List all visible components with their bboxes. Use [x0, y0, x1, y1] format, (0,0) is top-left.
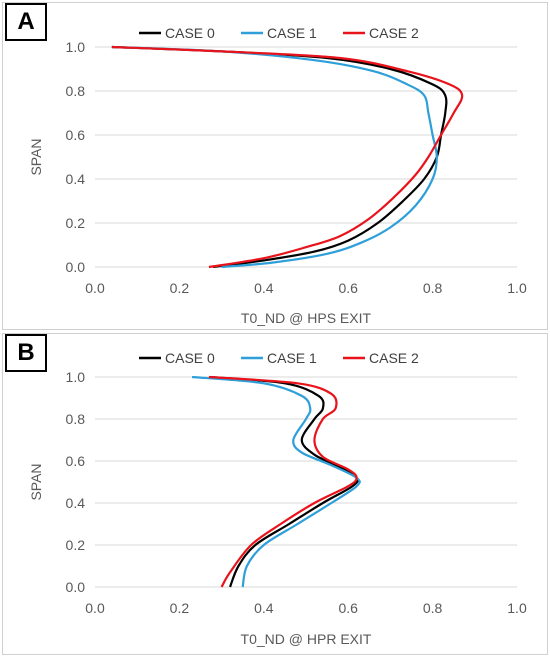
x-tick-label: 0.6 — [338, 280, 358, 296]
y-tick-label: 0.4 — [66, 495, 86, 511]
x-tick-label: 0.2 — [170, 600, 190, 616]
y-tick-label: 1.0 — [66, 369, 86, 385]
y-tick-label: 0.2 — [66, 537, 86, 553]
x-tick-label: 0.0 — [85, 280, 105, 296]
legend-label: CASE 2 — [369, 25, 419, 41]
y-tick-label: 0.0 — [66, 259, 86, 275]
x-tick-label: 0.6 — [338, 600, 358, 616]
y-axis-label: SPAN — [28, 463, 44, 500]
x-axis-label: T0_ND @ HPS EXIT — [241, 310, 372, 326]
y-tick-label: 0.2 — [66, 215, 86, 231]
x-axis-label: T0_ND @ HPR EXIT — [241, 631, 372, 647]
series-line-case-1 — [191, 375, 361, 588]
x-tick-label: 0.0 — [85, 600, 105, 616]
y-tick-label: 0.4 — [66, 171, 86, 187]
x-tick-label: 0.2 — [170, 280, 190, 296]
chart-b-svg: 0.0 0.2 0.4 0.6 0.8 1.0 0.0 0.2 0.4 0.6 0.8 1.0 T0_N… — [28, 350, 527, 647]
x-tick-label: 1.0 — [507, 280, 527, 296]
y-tick-label: 0.8 — [66, 411, 86, 427]
y-tick-label: 0.0 — [66, 579, 86, 595]
legend-label: CASE 0 — [165, 350, 215, 366]
legend-label: CASE 0 — [165, 25, 215, 41]
chart-panel-b: B 0.0 0.2 0.4 0.6 0.8 1.0 0.0 0.2 0.4 0.6 0.8 1.0 T0… — [2, 333, 548, 655]
series-line-case-2 — [111, 45, 464, 269]
panel-label-a: A — [5, 3, 47, 41]
chart-a-svg: 0.0 0.2 0.4 0.6 0.8 1.0 0.0 0.2 0.4 0.6 0.8 1.0 T0_N… — [28, 25, 527, 326]
y-tick-label: 0.6 — [66, 127, 86, 143]
x-tick-label: 0.8 — [423, 600, 443, 616]
y-axis-label: SPAN — [28, 138, 44, 175]
series-line-case-2 — [208, 375, 358, 588]
y-tick-label: 0.8 — [66, 83, 86, 99]
y-tick-label: 1.0 — [66, 39, 86, 55]
legend-label: CASE 1 — [267, 25, 317, 41]
y-tick-label: 0.6 — [66, 453, 86, 469]
legend-label: CASE 1 — [267, 350, 317, 366]
series-line-case-1 — [111, 45, 438, 269]
x-tick-label: 0.4 — [254, 600, 274, 616]
x-tick-label: 1.0 — [507, 600, 527, 616]
series-line-case-0 — [208, 375, 359, 588]
panel-label-b: B — [5, 334, 47, 372]
legend-label: CASE 2 — [369, 350, 419, 366]
x-tick-label: 0.4 — [254, 280, 274, 296]
x-tick-label: 0.8 — [423, 280, 443, 296]
chart-panel-a: A 0.0 0.2 0.4 0.6 0.8 1.0 0.0 0.2 0.4 0.6 0.8 1.0 T0… — [2, 2, 548, 330]
